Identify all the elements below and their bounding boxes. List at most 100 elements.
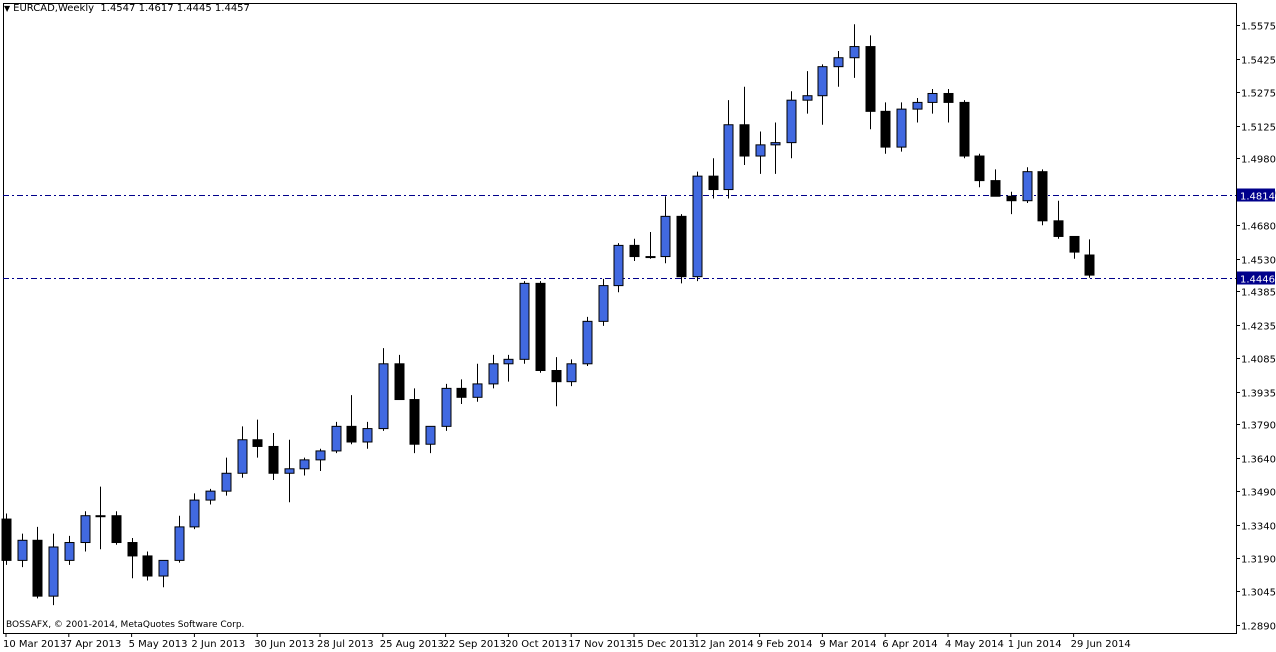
y-tick-label: 1.4980: [1241, 155, 1276, 166]
bear-candle-body[interactable]: [1084, 254, 1095, 276]
x-tick-label: 17 Nov 2013: [568, 639, 632, 650]
bear-candle-body[interactable]: [708, 175, 719, 191]
bull-candle-body[interactable]: [833, 57, 844, 68]
x-tick-label: 28 Jul 2013: [317, 639, 374, 650]
bull-candle-body[interactable]: [488, 363, 499, 385]
bull-candle-body[interactable]: [362, 428, 373, 443]
bull-candle-body[interactable]: [441, 387, 452, 427]
bull-candle-body[interactable]: [802, 95, 813, 101]
bull-candle-body[interactable]: [723, 124, 734, 191]
x-tick-label: 29 Jun 2014: [1071, 639, 1131, 650]
level-price-label: 1.4446: [1240, 275, 1275, 286]
bull-candle-body[interactable]: [158, 559, 169, 577]
bull-candle-body[interactable]: [660, 215, 671, 258]
bear-candle-body[interactable]: [252, 439, 263, 447]
bull-candle-body[interactable]: [80, 515, 91, 544]
bull-candle-body[interactable]: [472, 383, 483, 398]
bear-candle-body[interactable]: [409, 399, 420, 445]
x-tick-label: 1 Jun 2014: [1008, 639, 1062, 650]
bear-candle-body[interactable]: [1, 518, 12, 561]
bear-candle-body[interactable]: [1053, 220, 1064, 237]
bear-candle-body[interactable]: [551, 370, 562, 383]
bull-candle-body[interactable]: [927, 92, 938, 103]
bull-candle-body[interactable]: [566, 363, 577, 383]
x-tick-label: 30 Jun 2013: [254, 639, 314, 650]
y-tick-label: 1.5125: [1241, 123, 1276, 134]
bull-candle-body[interactable]: [692, 175, 703, 278]
bear-candle-body[interactable]: [142, 555, 153, 577]
bull-candle-body[interactable]: [770, 142, 781, 146]
x-tick-label: 9 Mar 2014: [819, 639, 876, 650]
y-tick-label: 1.5575: [1241, 22, 1276, 33]
bear-candle-body[interactable]: [32, 539, 43, 597]
bull-candle-body[interactable]: [315, 450, 326, 461]
bull-candle-body[interactable]: [912, 101, 923, 110]
bull-candle-body[interactable]: [64, 542, 75, 561]
bull-candle-body[interactable]: [48, 546, 59, 597]
bull-candle-body[interactable]: [896, 108, 907, 148]
level-price-box: [1237, 271, 1275, 285]
x-tick-label: 6 Apr 2014: [882, 639, 937, 650]
chart-title-bar: ▼ EURCAD,Weekly 1.4547 1.4617 1.4445 1.44…: [4, 3, 250, 14]
bear-candle-body[interactable]: [959, 101, 970, 157]
bull-candle-body[interactable]: [237, 439, 248, 474]
ohlc-readout: 1.4547 1.4617 1.4445 1.4457: [100, 3, 250, 14]
bear-candle-body[interactable]: [880, 110, 891, 148]
bull-candle-body[interactable]: [519, 282, 530, 360]
bull-candle-body[interactable]: [174, 526, 185, 561]
bull-candle-body[interactable]: [378, 363, 389, 430]
bull-candle-body[interactable]: [849, 46, 860, 59]
bear-candle-body[interactable]: [990, 180, 1001, 197]
x-tick-label: 5 May 2013: [129, 639, 188, 650]
bull-candle-body[interactable]: [95, 515, 106, 518]
bear-candle-body[interactable]: [1069, 235, 1080, 253]
bull-candle-body[interactable]: [786, 99, 797, 144]
x-tick-label: 15 Dec 2013: [631, 639, 695, 650]
bull-candle-body[interactable]: [189, 499, 200, 528]
bull-candle-body[interactable]: [598, 285, 609, 322]
bull-candle-body[interactable]: [425, 425, 436, 445]
x-tick-label: 4 May 2014: [945, 639, 1004, 650]
bull-candle-body[interactable]: [205, 490, 216, 501]
bear-candle-body[interactable]: [739, 124, 750, 157]
bear-candle-body[interactable]: [1006, 195, 1017, 202]
dropdown-triangle-icon[interactable]: ▼: [4, 4, 11, 13]
bear-candle-body[interactable]: [394, 363, 405, 401]
x-tick-label: 22 Sep 2013: [443, 639, 506, 650]
bear-candle-body[interactable]: [1037, 171, 1048, 222]
copyright-text: BOSSAFX, © 2001-2014, MetaQuotes Softwar…: [6, 620, 245, 630]
bear-candle-body[interactable]: [974, 155, 985, 182]
bull-candle-body[interactable]: [645, 256, 656, 259]
bear-candle-body[interactable]: [676, 215, 687, 278]
y-tick-label: 1.4085: [1241, 355, 1276, 366]
bull-candle-body[interactable]: [221, 472, 232, 492]
bear-candle-body[interactable]: [127, 542, 138, 557]
bear-candle-body[interactable]: [629, 244, 640, 258]
symbol-timeframe: EURCAD,Weekly: [13, 3, 95, 14]
bull-candle-body[interactable]: [17, 539, 28, 561]
bull-candle-body[interactable]: [582, 320, 593, 365]
x-tick-label: 2 Jun 2013: [191, 639, 245, 650]
x-tick-label: 7 Apr 2013: [66, 639, 121, 650]
bull-candle-body[interactable]: [503, 358, 514, 365]
level-price-box: [1237, 188, 1275, 202]
bull-candle-body[interactable]: [331, 425, 342, 452]
y-tick-label: 1.3190: [1241, 555, 1276, 566]
bear-candle-body[interactable]: [111, 515, 122, 544]
bear-candle-body[interactable]: [268, 445, 279, 474]
bear-candle-body[interactable]: [535, 282, 546, 372]
bull-candle-body[interactable]: [299, 459, 310, 470]
bear-candle-body[interactable]: [456, 387, 467, 398]
bear-candle-body[interactable]: [865, 46, 876, 112]
y-tick-label: 1.3340: [1241, 522, 1276, 533]
bull-candle-body[interactable]: [1022, 171, 1033, 202]
bear-candle-body[interactable]: [943, 92, 954, 103]
bull-candle-body[interactable]: [613, 244, 624, 287]
bull-candle-body[interactable]: [817, 66, 828, 97]
y-tick-label: 1.3045: [1241, 588, 1276, 599]
bear-candle-body[interactable]: [346, 425, 357, 443]
bull-candle-body[interactable]: [284, 468, 295, 474]
bull-candle-body[interactable]: [755, 144, 766, 157]
